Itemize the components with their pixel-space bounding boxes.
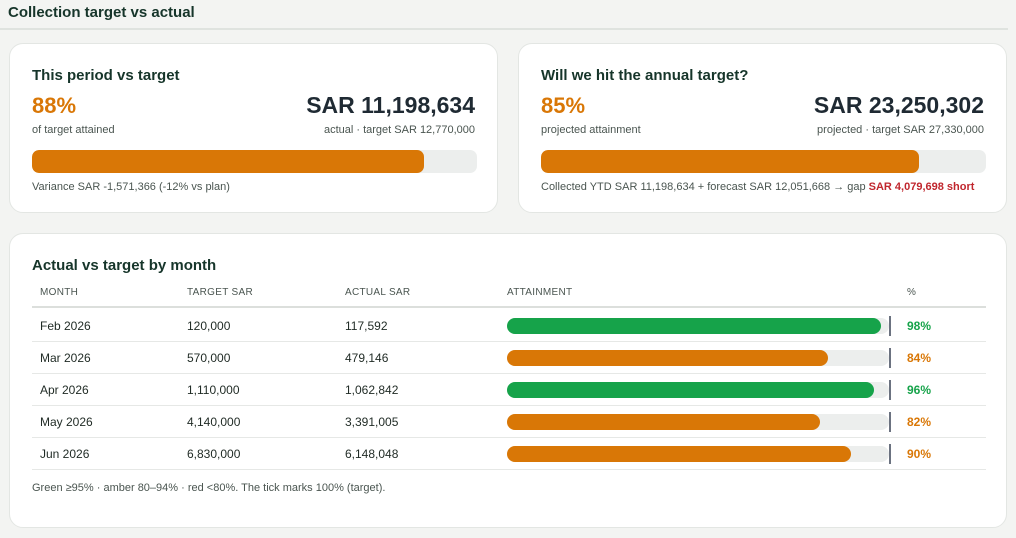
- month-cell: Feb 2026: [40, 319, 91, 333]
- attainment-bar: [507, 444, 891, 464]
- table-header: MONTH TARGET SAR ACTUAL SAR ATTAINMENT %: [32, 282, 986, 308]
- legend-note: Green ≥95% · amber 80–94% · red <80%. Th…: [32, 482, 386, 494]
- table-row: May 2026 4,140,000 3,391,005 82%: [32, 406, 986, 438]
- actual-target-caption: actual · target SAR 12,770,000: [323, 124, 475, 136]
- target-tick: [889, 444, 891, 464]
- attainment-fill: [507, 318, 881, 334]
- page-header: Collection target vs actual: [0, 0, 1008, 30]
- target-tick: [889, 316, 891, 336]
- period-vs-target-card: This period vs target 88% of target atta…: [9, 43, 498, 213]
- projected-caption: projected attainment: [541, 124, 641, 136]
- column-header-month[interactable]: MONTH: [40, 287, 79, 298]
- column-header-target[interactable]: TARGET SAR: [187, 287, 253, 298]
- table-row: Feb 2026 120,000 117,592 98%: [32, 310, 986, 342]
- target-cell: 4,140,000: [187, 415, 241, 429]
- actual-amount: SAR 11,198,634: [306, 92, 475, 118]
- attainment-fill: [507, 446, 851, 462]
- target-cell: 1,110,000: [187, 383, 240, 397]
- target-cell: 6,830,000: [187, 447, 241, 461]
- attainment-fill: [507, 350, 828, 366]
- table-row: Apr 2026 1,110,000 1,062,842 96%: [32, 374, 986, 406]
- card-title: Will we hit the annual target?: [541, 67, 749, 84]
- gap-note: Collected YTD SAR 11,198,634 + forecast …: [541, 181, 974, 193]
- table-row: Mar 2026 570,000 479,146 84%: [32, 342, 986, 374]
- projected-percent: 85%: [541, 93, 586, 118]
- attainment-fill: [507, 382, 874, 398]
- gap-note-text: Collected YTD SAR 11,198,634 + forecast …: [541, 181, 869, 193]
- target-tick: [889, 412, 891, 432]
- actual-cell: 117,592: [345, 319, 388, 333]
- annual-target-card: Will we hit the annual target? 85% proje…: [518, 43, 1007, 213]
- actual-cell: 479,146: [345, 351, 389, 365]
- actual-cell: 3,391,005: [345, 415, 399, 429]
- percent-cell: 84%: [907, 351, 932, 365]
- percent-cell: 96%: [907, 383, 932, 397]
- percent-cell: 90%: [907, 447, 932, 461]
- attainment-caption: of target attained: [32, 124, 115, 136]
- annual-progress-bar: [541, 150, 986, 173]
- card-title: This period vs target: [32, 67, 180, 84]
- actual-cell: 1,062,842: [345, 383, 399, 397]
- period-progress-bar: [32, 150, 477, 173]
- target-cell: 120,000: [187, 319, 231, 333]
- table-row: Jun 2026 6,830,000 6,148,048 90%: [32, 438, 986, 470]
- column-header-actual[interactable]: ACTUAL SAR: [345, 287, 411, 298]
- monthly-table-card: Actual vs target by month MONTH TARGET S…: [9, 233, 1007, 528]
- column-header-attainment[interactable]: ATTAINMENT: [507, 287, 573, 298]
- projected-target-caption: projected · target SAR 27,330,000: [817, 124, 984, 136]
- attainment-bar: [507, 316, 891, 336]
- month-cell: Jun 2026: [40, 447, 90, 461]
- attainment-bar: [507, 412, 891, 432]
- projected-amount: SAR 23,250,302: [813, 92, 984, 118]
- gap-short-amount: SAR 4,079,698 short: [868, 181, 975, 193]
- month-cell: May 2026: [40, 415, 93, 429]
- table-title: Actual vs target by month: [32, 257, 217, 274]
- percent-cell: 98%: [907, 319, 932, 333]
- attainment-bar: [507, 380, 891, 400]
- percent-cell: 82%: [907, 415, 932, 429]
- period-progress-fill: [32, 150, 424, 173]
- month-cell: Apr 2026: [40, 383, 89, 397]
- variance-note: Variance SAR -1,571,366 (-12% vs plan): [32, 181, 230, 193]
- target-cell: 570,000: [187, 351, 231, 365]
- target-tick: [889, 380, 891, 400]
- page-title: Collection target vs actual: [8, 4, 195, 21]
- attainment-percent: 88%: [32, 93, 77, 118]
- attainment-bar: [507, 348, 891, 368]
- attainment-fill: [507, 414, 820, 430]
- column-header-pct[interactable]: %: [907, 287, 917, 298]
- month-cell: Mar 2026: [40, 351, 91, 365]
- annual-progress-fill: [541, 150, 920, 173]
- actual-cell: 6,148,048: [345, 447, 399, 461]
- target-tick: [889, 348, 891, 368]
